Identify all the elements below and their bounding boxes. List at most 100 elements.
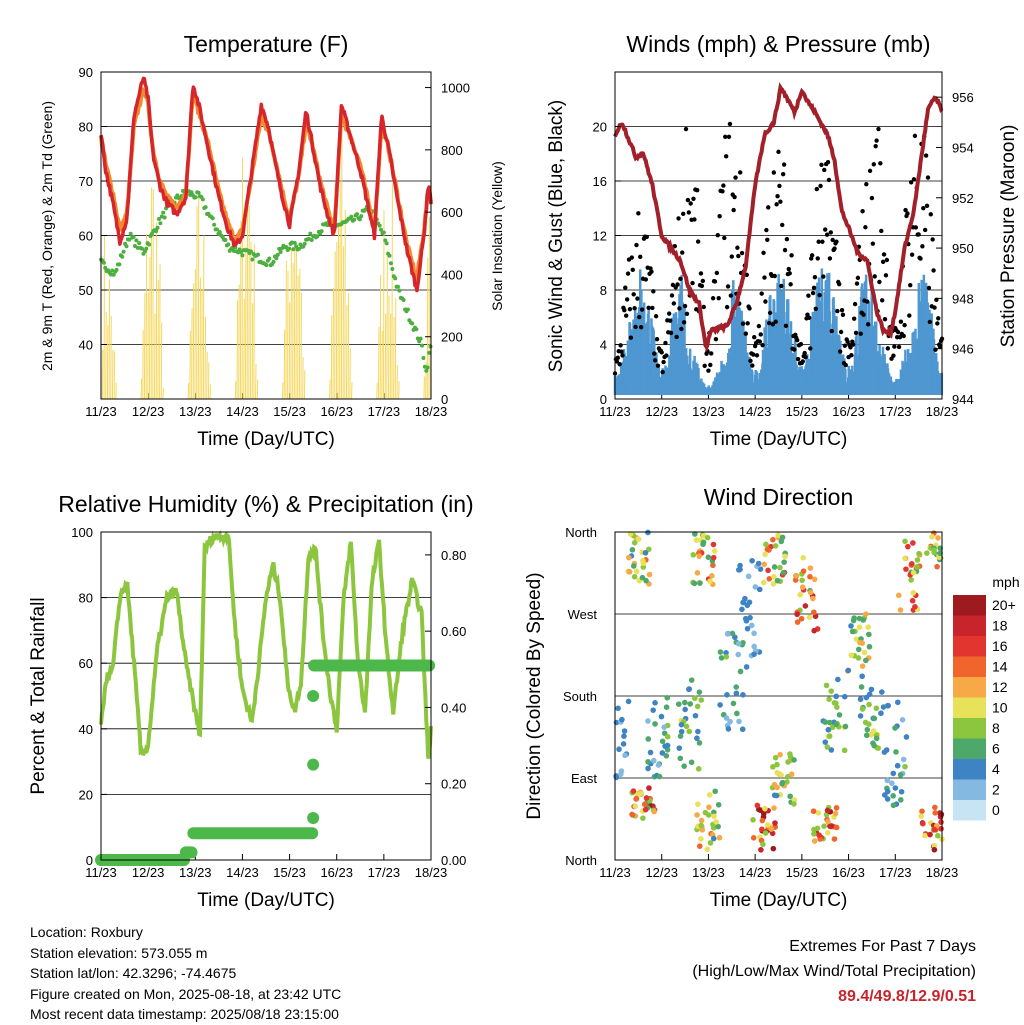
gust-point: [807, 316, 811, 320]
wind-direction-point: [794, 573, 800, 579]
humidity-title: Relative Humidity (%) & Precipitation (i…: [58, 491, 473, 517]
gust-point: [759, 332, 763, 336]
wind-direction-point: [932, 805, 938, 811]
wind-direction-point: [751, 651, 757, 657]
winds-ytick-label-left: 16: [593, 174, 607, 189]
wind-direction-point: [816, 832, 822, 838]
gust-point: [777, 184, 781, 188]
wind-direction-point: [706, 554, 712, 560]
winds-xlabel: Time (Day/UTC): [710, 429, 848, 450]
wind-direction-point: [696, 766, 702, 772]
gust-point: [835, 309, 839, 313]
wind-direction-point: [903, 566, 909, 572]
wind-direction-point: [823, 719, 829, 725]
wind-direction-point: [777, 752, 783, 758]
gust-point: [672, 301, 676, 305]
wind-direction-point: [626, 555, 632, 561]
gust-point: [727, 135, 731, 139]
gust-point: [778, 199, 782, 203]
direction-tick-label: North: [565, 525, 597, 540]
wind-direction-point: [811, 609, 817, 615]
gust-point: [921, 206, 925, 210]
gust-point: [873, 144, 877, 148]
temperature-xlabel: Time (Day/UTC): [197, 429, 335, 450]
dewpoint-point: [303, 242, 307, 246]
wind-direction-point: [856, 647, 862, 653]
winds-ytick-label-right: 946: [952, 342, 974, 357]
wind-direction-point: [821, 823, 827, 829]
wind-direction-point: [934, 564, 940, 570]
legend-label: 0: [992, 802, 1000, 818]
wind-direction-point: [863, 720, 869, 726]
wind-direction-point: [848, 623, 854, 629]
gust-point: [682, 320, 686, 324]
gust-point: [684, 127, 688, 131]
humidity-ytick-label-left: 60: [79, 656, 93, 671]
wind-direction-point: [927, 832, 933, 838]
wind-direction-point: [717, 835, 723, 841]
gust-point: [773, 274, 777, 278]
gust-point: [644, 277, 648, 281]
wind-direction-point: [656, 762, 662, 768]
gust-point: [664, 353, 668, 357]
wind-direction-point: [749, 558, 755, 564]
wind-direction-point: [787, 751, 793, 757]
wind-direction-point: [931, 547, 937, 553]
wind-direction-point: [648, 750, 654, 756]
wind-direction-point: [800, 555, 806, 561]
gust-point: [860, 209, 864, 213]
wind-direction-point: [760, 842, 766, 848]
gust-point: [738, 170, 742, 174]
wind-direction-point: [699, 818, 705, 824]
dewpoint-point: [120, 255, 124, 259]
legend-swatch: [953, 759, 986, 780]
wind-direction-point: [661, 724, 667, 730]
extremes-values: 89.4/49.8/12.9/0.51: [692, 984, 976, 1009]
temperature-ytick-label-left: 40: [79, 338, 93, 353]
wind-direction-point: [766, 547, 772, 553]
wind-direction-point: [642, 802, 648, 808]
gust-point: [748, 359, 752, 363]
dewpoint-point: [279, 250, 283, 254]
gust-point: [818, 184, 822, 188]
gust-point: [910, 252, 914, 256]
gust-point: [681, 212, 685, 216]
dewpoint-point: [264, 263, 268, 267]
gust-point: [730, 254, 734, 258]
legend-label: 6: [992, 741, 1000, 757]
dewpoint-point: [147, 243, 151, 247]
gust-point: [766, 205, 770, 209]
wind-direction-point: [763, 542, 769, 548]
wind-direction-point: [864, 733, 870, 739]
temperature-ytick-label-left: 60: [79, 229, 93, 244]
wind-direction-point: [909, 561, 915, 567]
gust-point: [758, 339, 762, 343]
wind-direction-point: [904, 734, 910, 740]
gust-point: [801, 359, 805, 363]
gust-point: [702, 364, 706, 368]
wind-direction-point: [864, 695, 870, 701]
wind-direction-point: [726, 726, 732, 732]
gust-point: [616, 356, 620, 360]
direction-tick-label: East: [571, 771, 597, 786]
dewpoint-point: [396, 285, 400, 289]
wind-direction-point: [643, 807, 649, 813]
gust-point: [755, 353, 759, 357]
gust-point: [810, 253, 814, 257]
winds-xtick-label: 16/23: [832, 404, 865, 419]
winds-ytick-label-left: 4: [600, 338, 607, 353]
wind-direction-point: [632, 803, 638, 809]
legend-label: 10: [992, 700, 1008, 716]
gust-point: [788, 282, 792, 286]
wind-direction-point: [808, 590, 814, 596]
wind-direction-point: [758, 847, 764, 853]
gust-point: [827, 178, 831, 182]
wind-direction-point: [832, 700, 838, 706]
wind-direction-point: [860, 706, 866, 712]
wind-direction-point: [751, 644, 757, 650]
gust-point: [729, 293, 733, 297]
wind-direction-point: [773, 543, 779, 549]
gust-point: [841, 313, 845, 317]
wind-direction-point: [771, 846, 777, 852]
